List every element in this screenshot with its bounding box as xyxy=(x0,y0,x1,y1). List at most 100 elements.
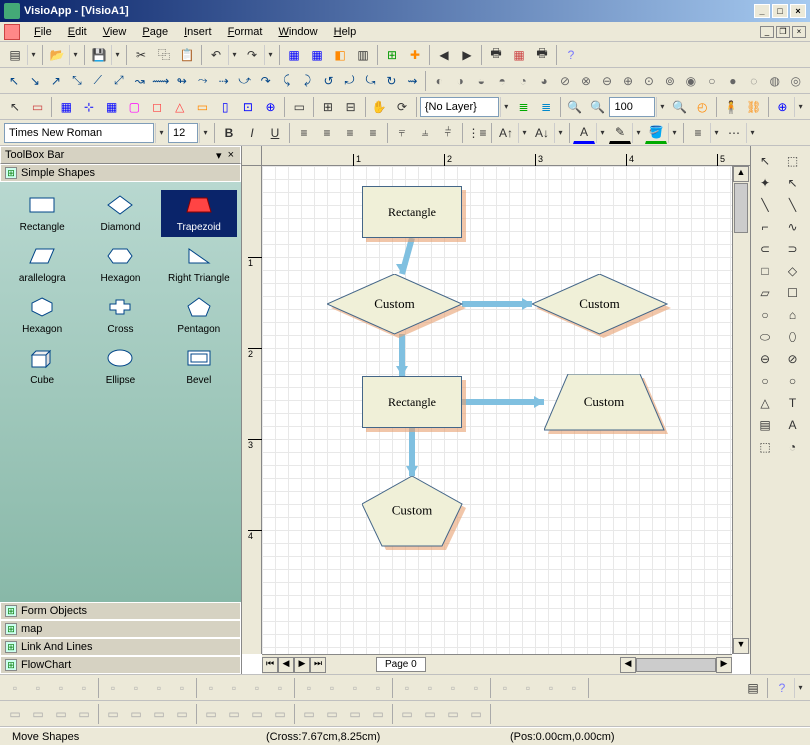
rtool-19[interactable]: ⊘ xyxy=(781,348,805,370)
tb-v8[interactable]: ▭ xyxy=(288,96,310,118)
arrow-style-4[interactable]: ◔ xyxy=(513,70,533,92)
font-family-select[interactable]: Times New Roman xyxy=(4,123,154,143)
btm2-9[interactable]: ▭ xyxy=(223,703,245,725)
rtool-17[interactable]: ⬯ xyxy=(781,326,805,348)
btm2-6[interactable]: ▭ xyxy=(148,703,170,725)
shape-diamond[interactable]: Diamond xyxy=(82,190,158,237)
btm1-3[interactable]: ▫ xyxy=(73,677,95,699)
menu-view[interactable]: View xyxy=(95,24,135,40)
rtool-22[interactable]: △ xyxy=(753,392,777,414)
mdi-close-button[interactable]: × xyxy=(792,26,806,38)
zoom-out-button[interactable]: 🔍 xyxy=(587,96,609,118)
redo-button[interactable]: ↷ xyxy=(241,44,263,66)
rtool-12[interactable]: ▱ xyxy=(753,282,777,304)
btm1-6[interactable]: ▫ xyxy=(148,677,170,699)
category-link-lines[interactable]: ⊞Link And Lines xyxy=(0,638,241,656)
btm1-5[interactable]: ▫ xyxy=(125,677,147,699)
tb-v14[interactable]: ⊕ xyxy=(772,96,794,118)
align-toggle[interactable]: ▦ xyxy=(101,96,123,118)
btm1-16[interactable]: ▫ xyxy=(396,677,418,699)
connector-19[interactable]: ⇝ xyxy=(402,70,422,92)
layer-select[interactable]: {No Layer} xyxy=(420,97,499,117)
btm1-18[interactable]: ▫ xyxy=(442,677,464,699)
align-right-button[interactable]: ≡ xyxy=(339,122,361,144)
arrow-style-14[interactable]: ● xyxy=(723,70,743,92)
rtool-24[interactable]: ▤ xyxy=(753,414,777,436)
rtool-25[interactable]: A xyxy=(781,414,805,436)
btm1-1[interactable]: ▫ xyxy=(27,677,49,699)
btm2-17[interactable]: ▭ xyxy=(419,703,441,725)
rtool-27[interactable]: ◔ xyxy=(781,436,805,458)
btm2-4[interactable]: ▭ xyxy=(102,703,124,725)
tb-v9[interactable]: ⊞ xyxy=(317,96,339,118)
category-form-objects[interactable]: ⊞Form Objects xyxy=(0,602,241,620)
connector-1[interactable]: ↘ xyxy=(25,70,45,92)
bullets-button[interactable]: ⋮≡ xyxy=(466,122,488,144)
font-inc-button[interactable]: A↑ xyxy=(495,122,517,144)
close-button[interactable]: × xyxy=(790,4,806,18)
menu-insert[interactable]: Insert xyxy=(176,24,220,40)
btm-help[interactable]: ? xyxy=(771,677,793,699)
shape-rect[interactable]: Rectangle xyxy=(4,190,80,237)
drawing-canvas[interactable]: RectangleCustomCustomRectangleCustomCust… xyxy=(262,166,732,654)
menu-format[interactable]: Format xyxy=(220,24,271,40)
connector-17[interactable]: ⤿ xyxy=(360,70,380,92)
connector-15[interactable]: ↺ xyxy=(319,70,339,92)
rtool-1[interactable]: ⬚ xyxy=(781,150,805,172)
btm2-3[interactable]: ▭ xyxy=(73,703,95,725)
btm2-11[interactable]: ▭ xyxy=(269,703,291,725)
btm1-15[interactable]: ▫ xyxy=(367,677,389,699)
connector-3[interactable]: ⤡ xyxy=(67,70,87,92)
connector-10[interactable]: ⇢ xyxy=(214,70,234,92)
btm1-20[interactable]: ▫ xyxy=(494,677,516,699)
rtool-18[interactable]: ⊖ xyxy=(753,348,777,370)
paste-button[interactable]: 📋 xyxy=(176,44,198,66)
grid-toggle[interactable]: ▦ xyxy=(55,96,77,118)
line-color-button[interactable]: ✎ xyxy=(609,122,631,144)
arrow-style-17[interactable]: ◎ xyxy=(786,70,806,92)
category-flowchart[interactable]: ⊞FlowChart xyxy=(0,656,241,674)
btm2-7[interactable]: ▭ xyxy=(171,703,193,725)
tb-v5[interactable]: ▯ xyxy=(214,96,236,118)
btm2-1[interactable]: ▭ xyxy=(27,703,49,725)
maximize-button[interactable]: □ xyxy=(772,4,788,18)
connector-13[interactable]: ⤹ xyxy=(277,70,297,92)
shape-para[interactable]: arallelogra xyxy=(4,241,80,288)
btm1-19[interactable]: ▫ xyxy=(465,677,487,699)
btm2-16[interactable]: ▭ xyxy=(396,703,418,725)
prev-button[interactable]: ◀ xyxy=(433,44,455,66)
horizontal-scrollbar[interactable]: ⏮◀▶⏭ Page 0 ◀▶ xyxy=(262,654,732,674)
zoom-fit-button[interactable]: 🔍 xyxy=(669,96,691,118)
connector-4[interactable]: ⟋ xyxy=(88,70,108,92)
rtool-23[interactable]: T xyxy=(781,392,805,414)
btm2-14[interactable]: ▭ xyxy=(344,703,366,725)
connector-8[interactable]: ↬ xyxy=(172,70,192,92)
rtool-26[interactable]: ⬚ xyxy=(753,436,777,458)
copy-button[interactable]: ⿻ xyxy=(153,44,175,66)
arrow-style-11[interactable]: ⊚ xyxy=(660,70,680,92)
arrow-style-16[interactable]: ◍ xyxy=(765,70,785,92)
arrow-style-12[interactable]: ◉ xyxy=(681,70,701,92)
shape-hex2[interactable]: Hexagon xyxy=(4,292,80,339)
btm1-7[interactable]: ▫ xyxy=(171,677,193,699)
btm2-8[interactable]: ▭ xyxy=(200,703,222,725)
tb-v2[interactable]: ◻ xyxy=(146,96,168,118)
align-justify-button[interactable]: ≡ xyxy=(362,122,384,144)
mdi-minimize-button[interactable]: _ xyxy=(760,26,774,38)
vertical-scrollbar[interactable]: ▲ ▼ xyxy=(732,166,750,654)
arrow-style-0[interactable]: ◐ xyxy=(429,70,449,92)
tb-v7[interactable]: ⊕ xyxy=(260,96,282,118)
rtool-13[interactable]: ☐ xyxy=(781,282,805,304)
arrow-style-9[interactable]: ⊕ xyxy=(618,70,638,92)
connector-11[interactable]: ⤻ xyxy=(235,70,255,92)
shape-cross[interactable]: Cross xyxy=(82,292,158,339)
tb-a2[interactable]: ▦ xyxy=(306,44,328,66)
pointer-tool[interactable]: ↖ xyxy=(4,96,26,118)
rtool-21[interactable]: ○ xyxy=(781,370,805,392)
menu-edit[interactable]: Edit xyxy=(60,24,95,40)
tb-a6[interactable]: ✚ xyxy=(404,44,426,66)
connector-6[interactable]: ↝ xyxy=(130,70,150,92)
dash-style-button[interactable]: ⋯ xyxy=(723,122,745,144)
bold-button[interactable]: B xyxy=(218,122,240,144)
btm2-18[interactable]: ▭ xyxy=(442,703,464,725)
